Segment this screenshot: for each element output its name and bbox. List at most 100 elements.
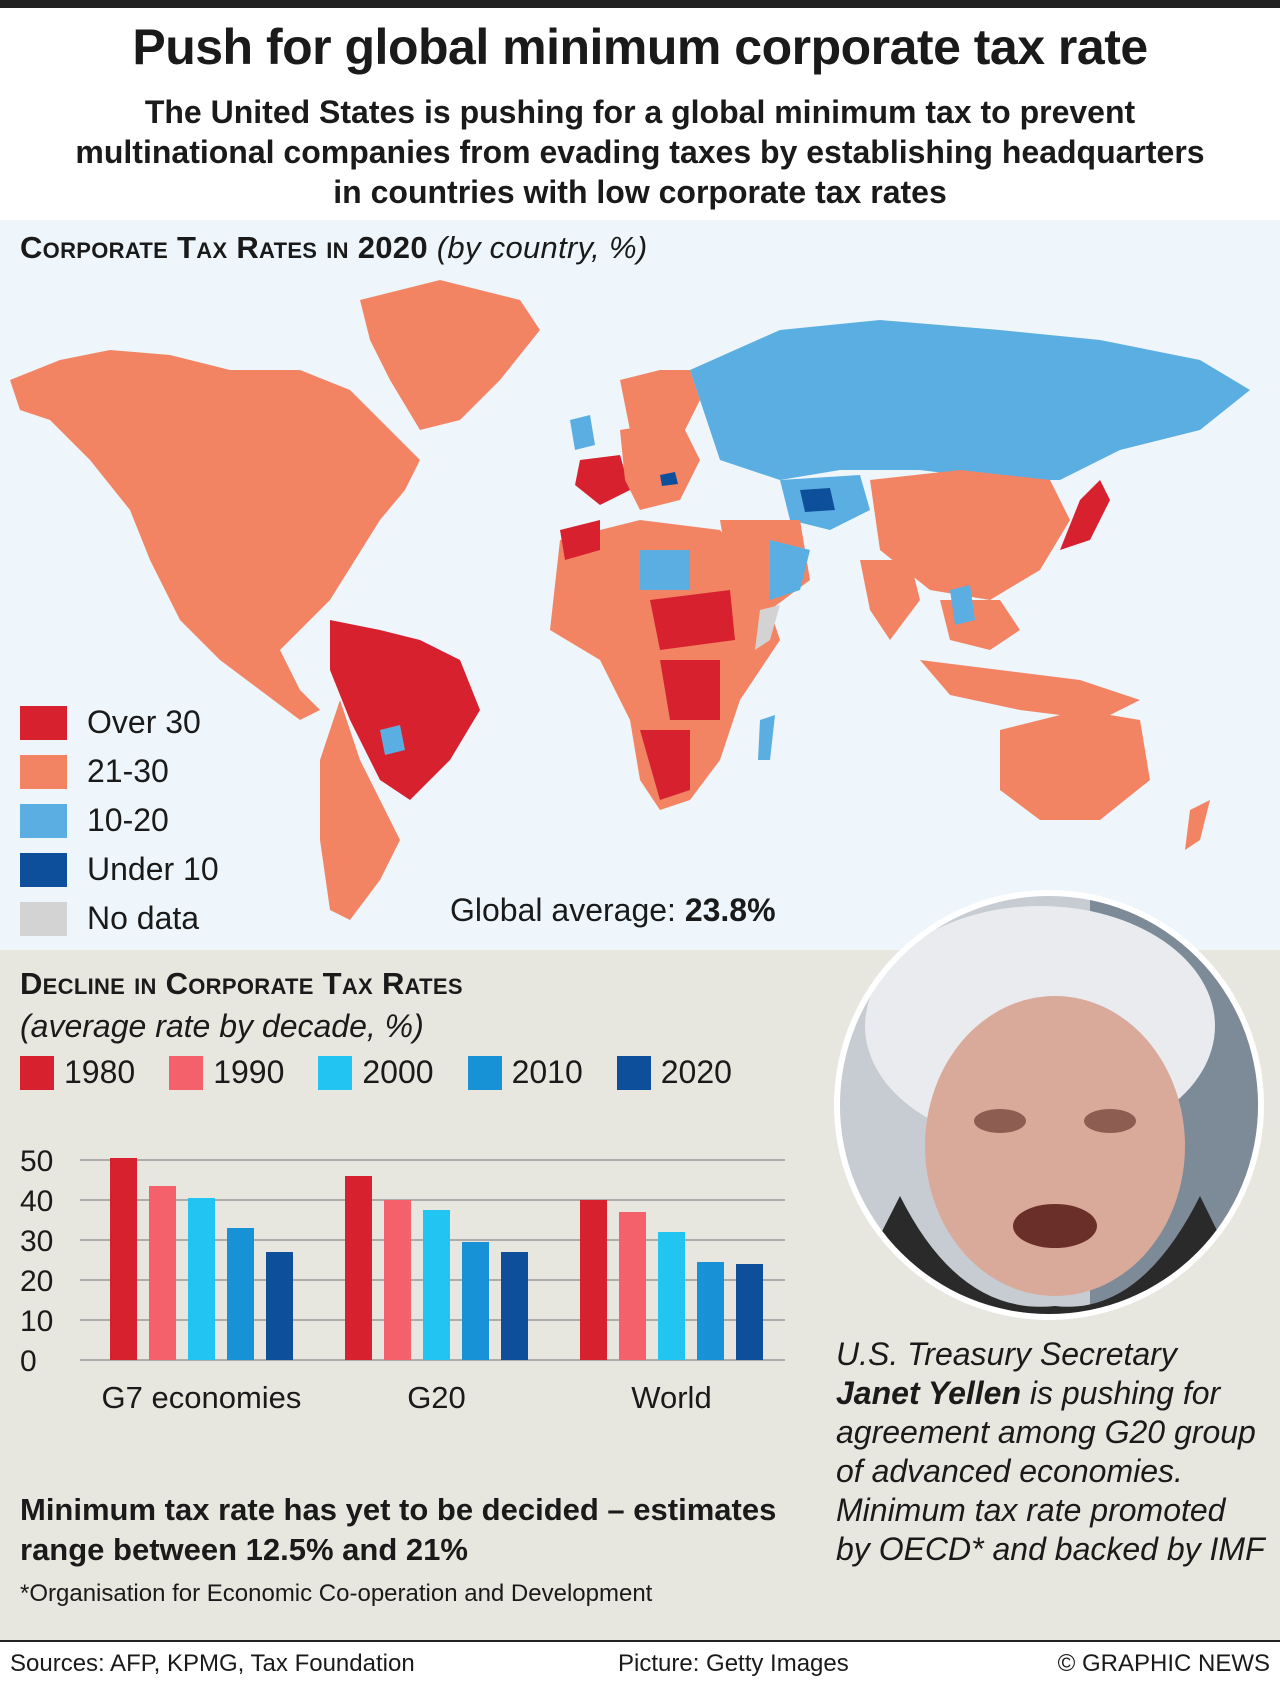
x-category-label: G7 economies <box>102 1380 302 1415</box>
chart-legend-label: 1980 <box>64 1054 136 1090</box>
map-southern-africa <box>640 730 690 800</box>
chart-legend-item: 2010 <box>467 1054 583 1091</box>
map-new-zealand <box>1185 800 1210 850</box>
page-subtitle: The United States is pushing for a globa… <box>75 94 1205 210</box>
map-heading: Corporate Tax Rates in 2020 (by country,… <box>20 230 647 266</box>
legend-label: 10-20 <box>87 802 169 838</box>
map-sudan-chad <box>650 590 735 650</box>
map-morocco <box>560 520 600 560</box>
map-australia <box>1000 710 1150 820</box>
y-tick-label: 0 <box>20 1345 37 1378</box>
chart-legend-swatch <box>169 1055 204 1090</box>
map-russia <box>690 320 1250 480</box>
map-heading-text: Corporate Tax Rates in 2020 <box>20 230 428 265</box>
map-heading-note: (by country, %) <box>436 230 648 265</box>
map-madagascar <box>758 715 775 760</box>
bar <box>423 1210 450 1360</box>
bar <box>266 1252 293 1360</box>
map-japan <box>1060 480 1110 550</box>
legend-item-no-data: No data <box>20 894 219 943</box>
map-greenland <box>360 280 540 430</box>
chart-legend-item: 1980 <box>20 1054 135 1091</box>
y-tick-label: 30 <box>20 1225 53 1258</box>
y-tick-label: 40 <box>20 1185 53 1218</box>
y-tick-label: 20 <box>20 1265 53 1298</box>
bar <box>580 1200 607 1360</box>
legend-swatch <box>20 754 67 789</box>
map-indonesia <box>920 660 1140 720</box>
map-southeast-asia <box>940 600 1020 650</box>
chart-legend-item: 2020 <box>616 1054 732 1091</box>
map-europe-central <box>620 420 700 510</box>
chart-legend-item: 2000 <box>318 1054 434 1091</box>
bar <box>384 1200 411 1360</box>
legend-label: 21-30 <box>87 753 169 789</box>
y-tick-label: 50 <box>20 1145 53 1178</box>
map-somalia <box>755 605 780 650</box>
map-panel: Corporate Tax Rates in 2020 (by country,… <box>0 220 1280 950</box>
x-category-label: World <box>631 1380 711 1415</box>
legend-swatch <box>20 901 67 936</box>
map-gulf <box>770 540 810 600</box>
footer-copyright: © GRAPHIC NEWS <box>1057 1650 1270 1677</box>
legend-label: Under 10 <box>87 851 219 887</box>
bar-chart: 0 10 20 30 40 50 G7 economies G20 World <box>20 1145 785 1415</box>
bar <box>462 1242 489 1360</box>
footer-picture-credit: Picture: Getty Images <box>618 1650 849 1677</box>
bar <box>501 1252 528 1360</box>
minimum-rate-note: Minimum tax rate has yet to be decided –… <box>20 1492 777 1567</box>
bar <box>619 1212 646 1360</box>
bar <box>345 1176 372 1360</box>
decline-subheading: (average rate by decade, %) <box>20 1008 424 1044</box>
bar <box>149 1186 176 1360</box>
caption-rest: is pushing for agreement among G20 group… <box>836 1375 1265 1567</box>
bar <box>188 1198 215 1360</box>
map-south-america-south <box>320 700 400 920</box>
bar <box>697 1262 724 1360</box>
chart-legend-swatch <box>467 1055 502 1090</box>
chart-legend-label: 2010 <box>511 1054 583 1090</box>
bar <box>110 1158 137 1360</box>
oecd-footnote: *Organisation for Economic Co-operation … <box>20 1580 653 1607</box>
footer: Sources: AFP, KPMG, Tax Foundation Pictu… <box>0 1640 1280 1684</box>
legend-swatch <box>20 803 67 838</box>
chart-legend-swatch <box>20 1055 54 1090</box>
legend-label: Over 30 <box>87 704 201 740</box>
photo-caption: U.S. Treasury Secretary Janet Yellen is … <box>836 1335 1266 1569</box>
legend-swatch <box>20 705 67 740</box>
portrait-illustration <box>840 896 1258 1314</box>
map-north-america <box>10 350 420 720</box>
legend-swatch <box>20 852 67 887</box>
page-title: Push for global minimum corporate tax ra… <box>132 19 1148 75</box>
chart-legend-label: 2000 <box>362 1054 434 1090</box>
map-uk-ireland <box>570 415 595 450</box>
y-tick-label: 10 <box>20 1305 53 1338</box>
global-average-value: 23.8% <box>684 892 776 928</box>
chart-legend-swatch <box>318 1055 353 1090</box>
global-average: Global average: 23.8% <box>450 892 776 929</box>
map-south-america-north <box>330 620 480 800</box>
x-category-label: G20 <box>407 1380 466 1415</box>
chart-legend-swatch <box>616 1055 651 1090</box>
legend-item-under-10: Under 10 <box>20 845 219 894</box>
legend-label: No data <box>87 900 200 936</box>
map-china <box>870 470 1070 600</box>
map-paraguay <box>380 725 405 755</box>
caption-name: Janet Yellen <box>836 1375 1021 1411</box>
map-central-africa <box>660 660 720 720</box>
map-france <box>575 455 630 505</box>
chart-legend-label: 2020 <box>660 1054 732 1090</box>
janet-yellen-photo <box>834 890 1264 1320</box>
map-legend: Over 30 21-30 10-20 Under 10 No data <box>20 698 219 943</box>
bar <box>227 1228 254 1360</box>
bar <box>658 1232 685 1360</box>
top-rule <box>0 0 1280 8</box>
chart-legend: 1980 1990 2000 2010 2020 <box>20 1054 766 1091</box>
map-vietnam-cambodia <box>950 585 975 625</box>
chart-legend-item: 1990 <box>169 1054 284 1091</box>
legend-item-10-20: 10-20 <box>20 796 219 845</box>
map-libya <box>640 550 690 590</box>
decline-heading: Decline in Corporate Tax Rates <box>20 966 463 1001</box>
world-map <box>10 280 1250 920</box>
bar <box>736 1264 763 1360</box>
